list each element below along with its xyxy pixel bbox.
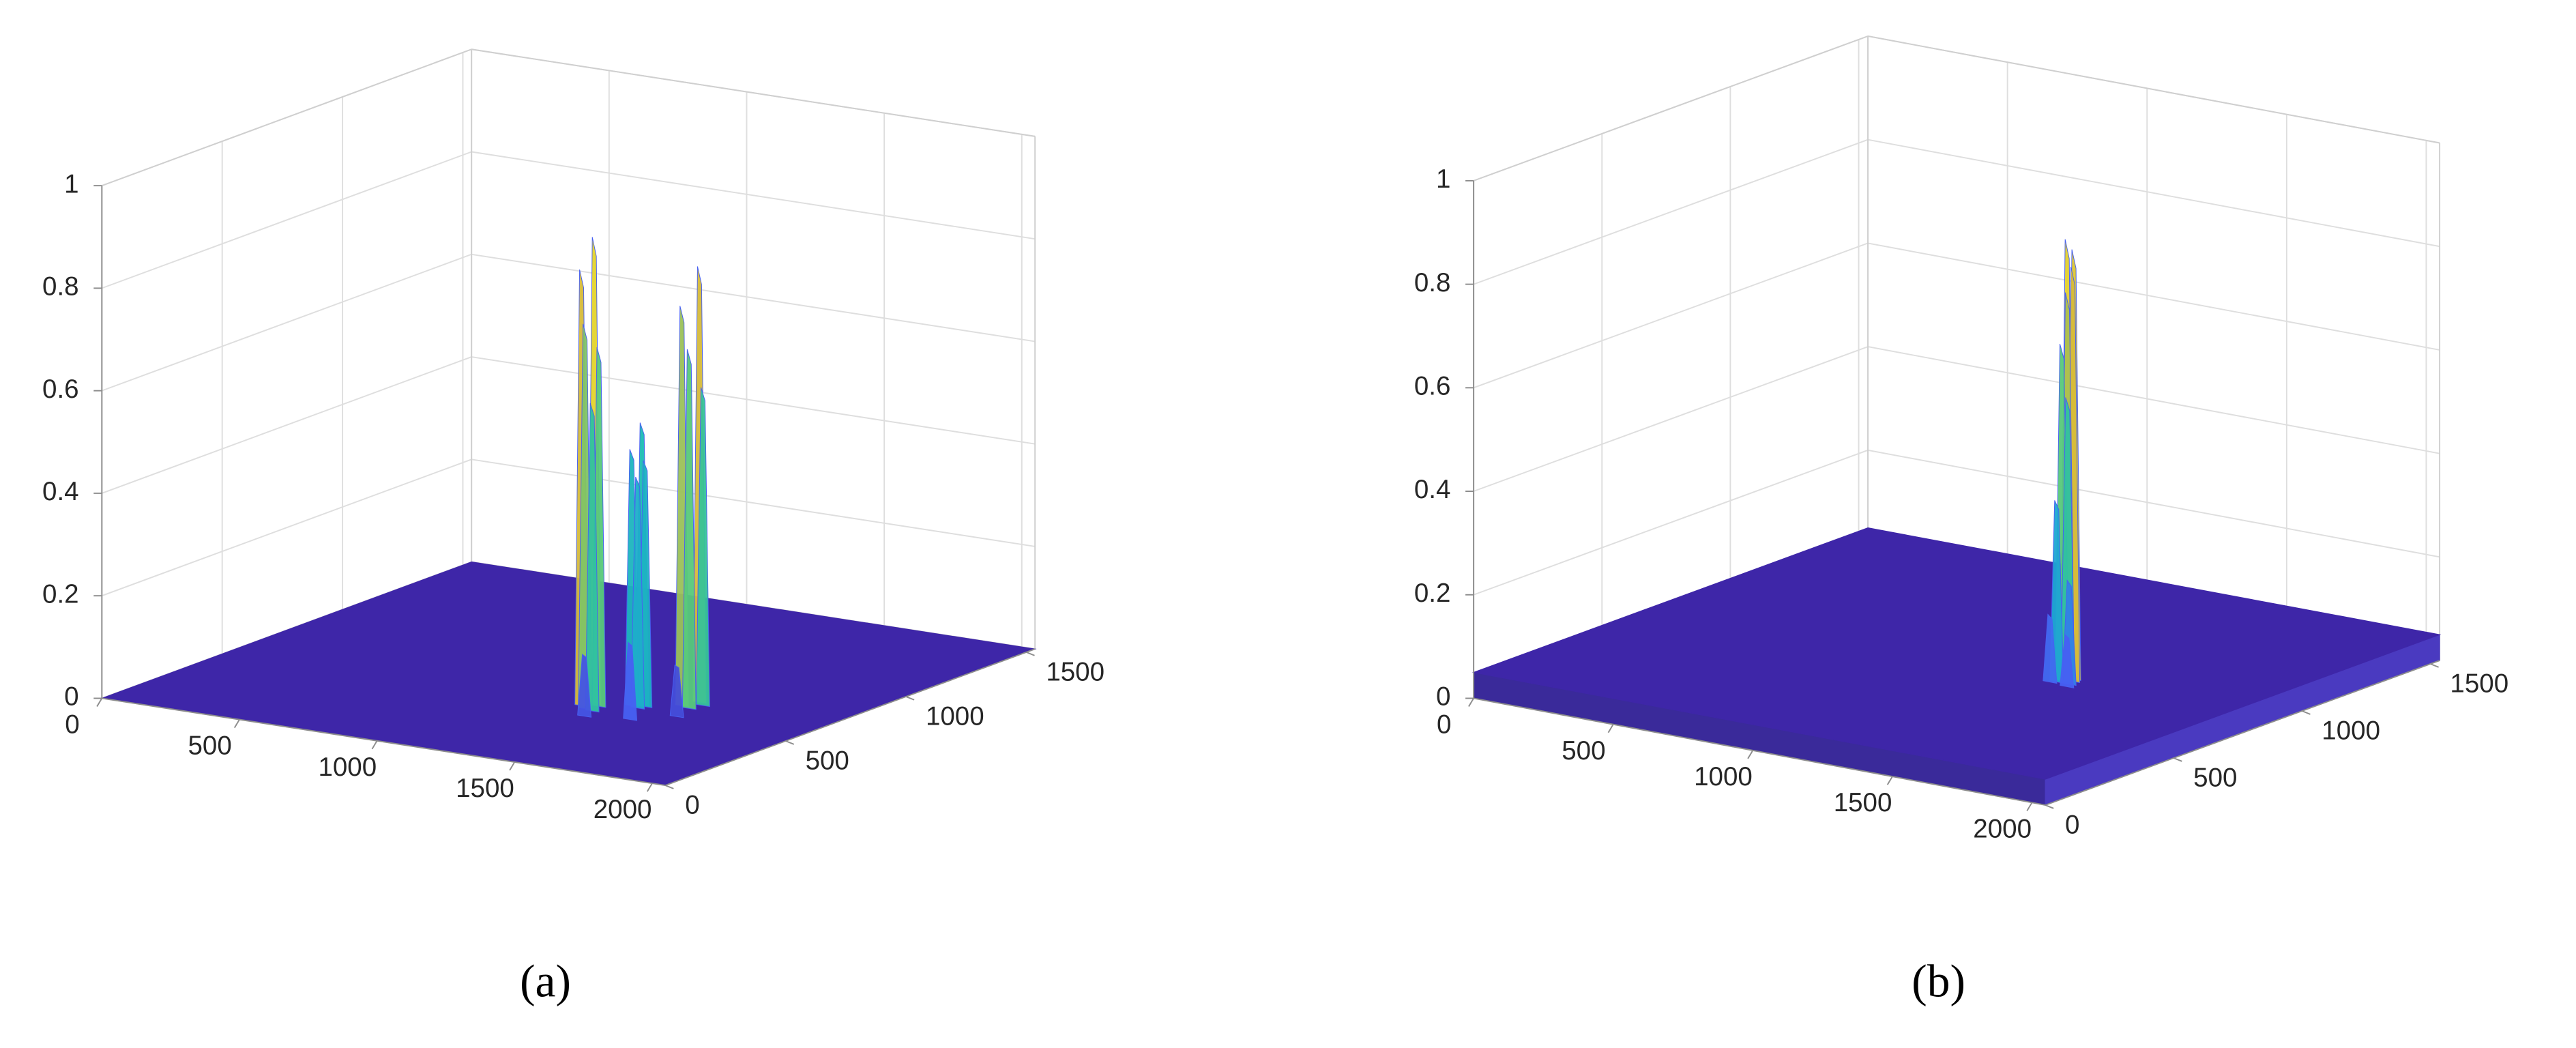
x-tick-label: 0 [65,710,79,740]
tick-mark [233,719,240,729]
x-tick-label: 2000 [1973,814,2032,843]
z-tick-label: 0.2 [42,579,79,609]
z-tick-label: 0.4 [1414,475,1451,504]
x-tick-label: 1000 [318,753,377,782]
grid-line [1867,449,2440,558]
x-tick-label: 1500 [1834,788,1892,817]
x-tick-label: 500 [188,731,232,761]
surface-spike [696,387,710,708]
tick-mark [1886,776,1893,785]
z-tick-label: 1 [64,169,78,199]
grid-line [1473,242,1869,389]
y-tick-label: 1500 [2450,669,2508,699]
box-edge [1867,35,2440,144]
x-axis [102,697,666,787]
tick-mark [2302,710,2311,715]
tick-mark [2026,802,2033,811]
panel: 0 500 1000 1500 2000 0 500 1000 1500 0 0.2 0.4 0.6 0.… [1414,35,2508,1006]
grid-line [471,458,1036,547]
grid-line [471,151,1036,240]
y-tick-label: 500 [2193,763,2237,792]
grid-line [1867,346,2440,454]
grid-line [101,356,472,494]
tick-mark [96,697,103,707]
tick-mark [1026,652,1035,656]
y-tick-label: 1000 [926,701,984,731]
caption: (b) [1912,955,1965,1006]
x-tick-label: 1500 [456,774,514,803]
grid-line [1867,242,2440,351]
tick-mark [785,740,795,745]
z-tick-label: 0 [1436,682,1450,712]
surface-spike [623,641,638,721]
tick-mark [509,761,516,771]
z-tick-label: 1 [1436,164,1450,194]
grid-line [101,151,472,289]
tick-mark [1747,750,1754,759]
surface-spike [630,476,645,710]
z-tick-label: 0.6 [42,375,79,404]
z-tick-label: 0.8 [42,272,79,302]
surface-spike [2043,613,2058,684]
y-axis [664,648,1036,786]
z-tick-label: 0.6 [1414,371,1451,401]
x-axis [1473,697,2046,806]
y-tick-label: 500 [806,746,849,775]
y-tick-label: 0 [2065,810,2079,839]
grid-line [1473,449,1869,596]
y-tick-label: 0 [685,791,699,820]
tick-mark [2173,757,2182,762]
z-tick-label: 0.2 [1414,579,1451,608]
box-edge [1473,35,1869,181]
surface-floor [1472,527,2442,780]
surface-spike [577,654,592,718]
z-tick-label: 0.8 [1414,268,1451,297]
grid-line [1867,139,2440,248]
box-edge [471,48,1036,137]
tick-mark [1607,724,1614,733]
grid-line [471,253,1036,343]
tick-mark [905,696,915,701]
surface-spike [669,664,684,718]
tick-mark [646,783,653,792]
x-tick-label: 500 [1562,736,1605,766]
grid-line [1473,139,1869,285]
grid-line [101,253,472,392]
tick-mark [2045,804,2054,809]
tick-mark [2430,663,2439,668]
y-tick-label: 1000 [2322,716,2380,745]
grid-line [101,458,472,597]
tick-mark [1468,697,1474,707]
y-tick-label: 1500 [1046,657,1104,686]
tick-mark [371,740,378,750]
x-tick-label: 0 [1437,710,1451,740]
z-tick-label: 0 [64,682,78,712]
surface-spike [682,349,697,710]
surface-spike [2060,633,2075,688]
caption: (a) [520,955,571,1006]
x-tick-label: 2000 [594,795,652,824]
surface-floor [100,561,1037,786]
z-tick-label: 0.4 [42,477,79,506]
grid-line [1473,346,1869,492]
y-axis [2045,660,2440,806]
box-edge [101,48,472,187]
panel: 0 500 1000 1500 2000 0 500 1000 1500 0 0.2 0.4 0.6 0.… [42,48,1104,1006]
tick-mark [664,785,674,789]
grid-line [471,356,1036,445]
surface-spike [585,403,600,713]
x-tick-label: 1000 [1694,762,1753,791]
